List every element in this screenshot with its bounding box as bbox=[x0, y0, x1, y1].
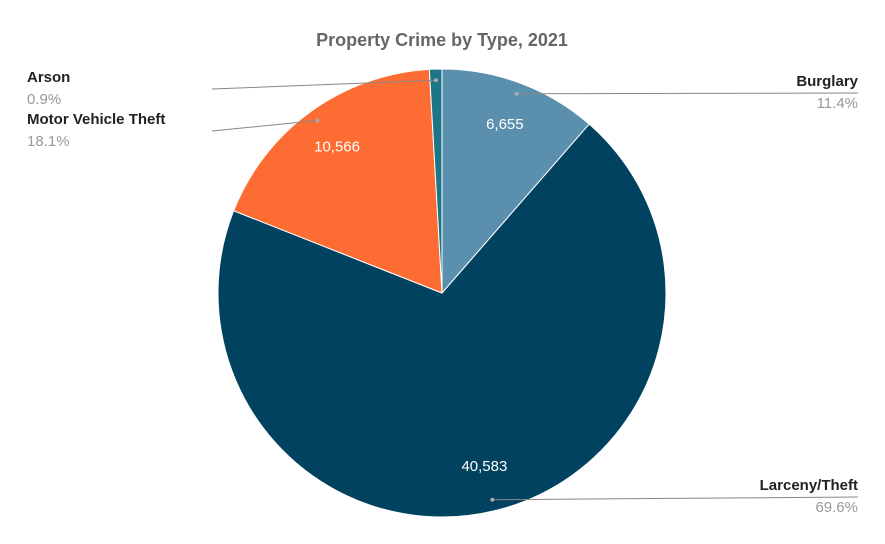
percent-label: 0.9% bbox=[27, 91, 61, 108]
leader-dot bbox=[490, 497, 495, 502]
legend-label: Burglary bbox=[796, 73, 858, 90]
pie-slice bbox=[217, 123, 667, 518]
leader-dot bbox=[433, 78, 438, 83]
legend-label: Larceny/Theft bbox=[760, 477, 858, 494]
value-label: 6,655 bbox=[486, 116, 524, 133]
pie-slice bbox=[441, 68, 590, 295]
pie-slice bbox=[428, 68, 443, 294]
leader-line bbox=[211, 79, 437, 90]
value-label: 10,566 bbox=[314, 139, 360, 156]
percent-label: 69.6% bbox=[815, 499, 858, 516]
leader-dot bbox=[315, 118, 320, 123]
percent-label: 11.4% bbox=[817, 95, 858, 112]
leader-line bbox=[516, 92, 859, 95]
leader-line bbox=[211, 120, 318, 132]
chart-title: Property Crime by Type, 2021 bbox=[316, 30, 568, 50]
legend-label: Arson bbox=[27, 69, 70, 86]
pie-slice bbox=[233, 68, 443, 294]
value-label: 40,583 bbox=[461, 458, 507, 475]
leader-dot bbox=[514, 91, 519, 96]
legend-label: Motor Vehicle Theft bbox=[27, 111, 165, 128]
percent-label: 18.1% bbox=[27, 133, 70, 150]
leader-line bbox=[492, 496, 859, 501]
